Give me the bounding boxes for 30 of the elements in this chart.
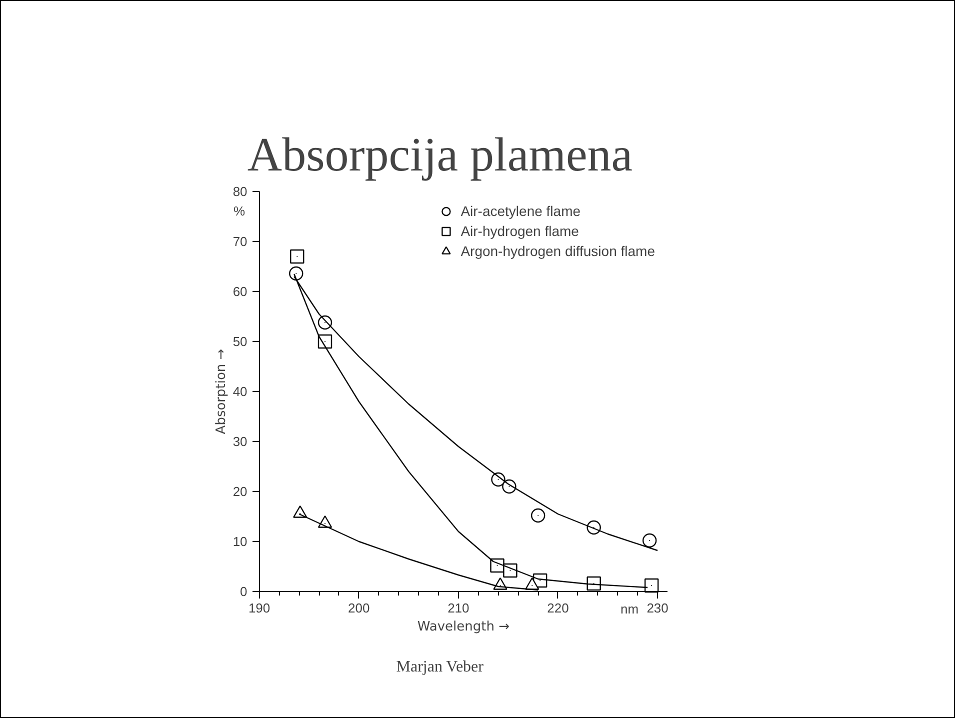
y-tick-label: 60 (232, 284, 248, 299)
x-tick-label: 200 (348, 600, 370, 616)
y-tick-label: 80 (232, 184, 248, 199)
chart-title: Absorpcija plamena (247, 128, 633, 182)
point (503, 563, 518, 578)
x-tick-label: 190 (248, 600, 270, 616)
y-tick-label: 70 (232, 234, 248, 249)
text: % (234, 204, 246, 218)
point (530, 508, 546, 523)
point (642, 533, 657, 548)
point (289, 266, 304, 281)
x-tick-label: 230 (646, 600, 668, 616)
text: Marjan Veber (396, 658, 484, 676)
point (644, 578, 659, 593)
point (586, 576, 601, 591)
legend-label: Air-acetylene flame (460, 203, 581, 219)
point (290, 249, 304, 264)
text: nm (620, 602, 639, 616)
y-tick-label: 20 (232, 484, 248, 499)
y-axis-title: Absorption → (214, 348, 229, 434)
legend-label: Argon-hydrogen diffusion flame (460, 243, 655, 259)
y-tick-label: 50 (232, 334, 248, 349)
y-tick-label: 40 (232, 384, 248, 399)
x-tick-label: 210 (448, 600, 470, 616)
x-tick-label: 220 (547, 600, 569, 616)
y-tick-label: 30 (232, 434, 248, 449)
legend-label: Air-hydrogen flame (460, 223, 579, 239)
y-tick-label: 10 (232, 534, 248, 549)
y-tick-label: 0 (240, 584, 248, 599)
x-axis-title: Wavelength → (417, 620, 510, 634)
